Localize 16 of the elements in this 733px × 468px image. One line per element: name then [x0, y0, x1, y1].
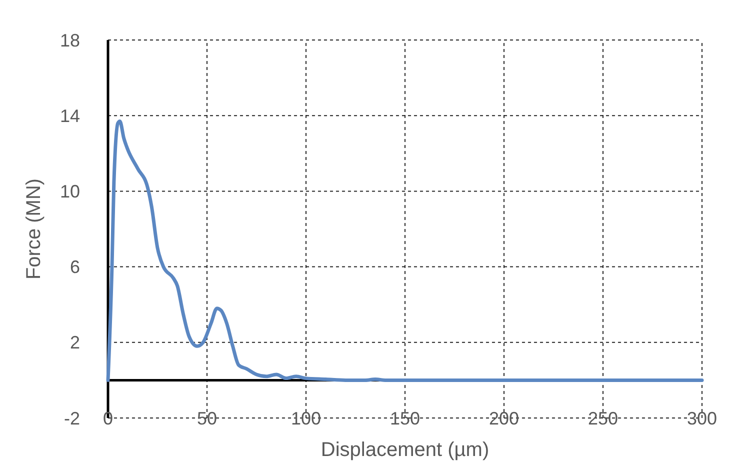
y-tick-label: 18	[60, 30, 80, 50]
x-tick-label: 200	[488, 408, 520, 428]
y-tick-label: 14	[60, 106, 80, 126]
x-tick-label: 250	[588, 408, 618, 428]
x-tick-label: 150	[390, 408, 420, 428]
y-tick-label: 6	[70, 257, 80, 278]
line-series	[106, 120, 704, 382]
x-axis-title: Displacement (µm)	[320, 439, 490, 461]
x-tick-label: 50	[196, 408, 218, 428]
y-tick-label: 10	[60, 182, 80, 202]
x-tick-label: 300	[686, 408, 718, 428]
x-tick-label: 0	[102, 408, 114, 428]
y-axis-title: Force (MN)	[23, 178, 45, 280]
x-tick-label: 100	[290, 408, 322, 428]
y-tick-label: -2	[64, 408, 80, 428]
y-tick-label: 2	[70, 332, 80, 353]
